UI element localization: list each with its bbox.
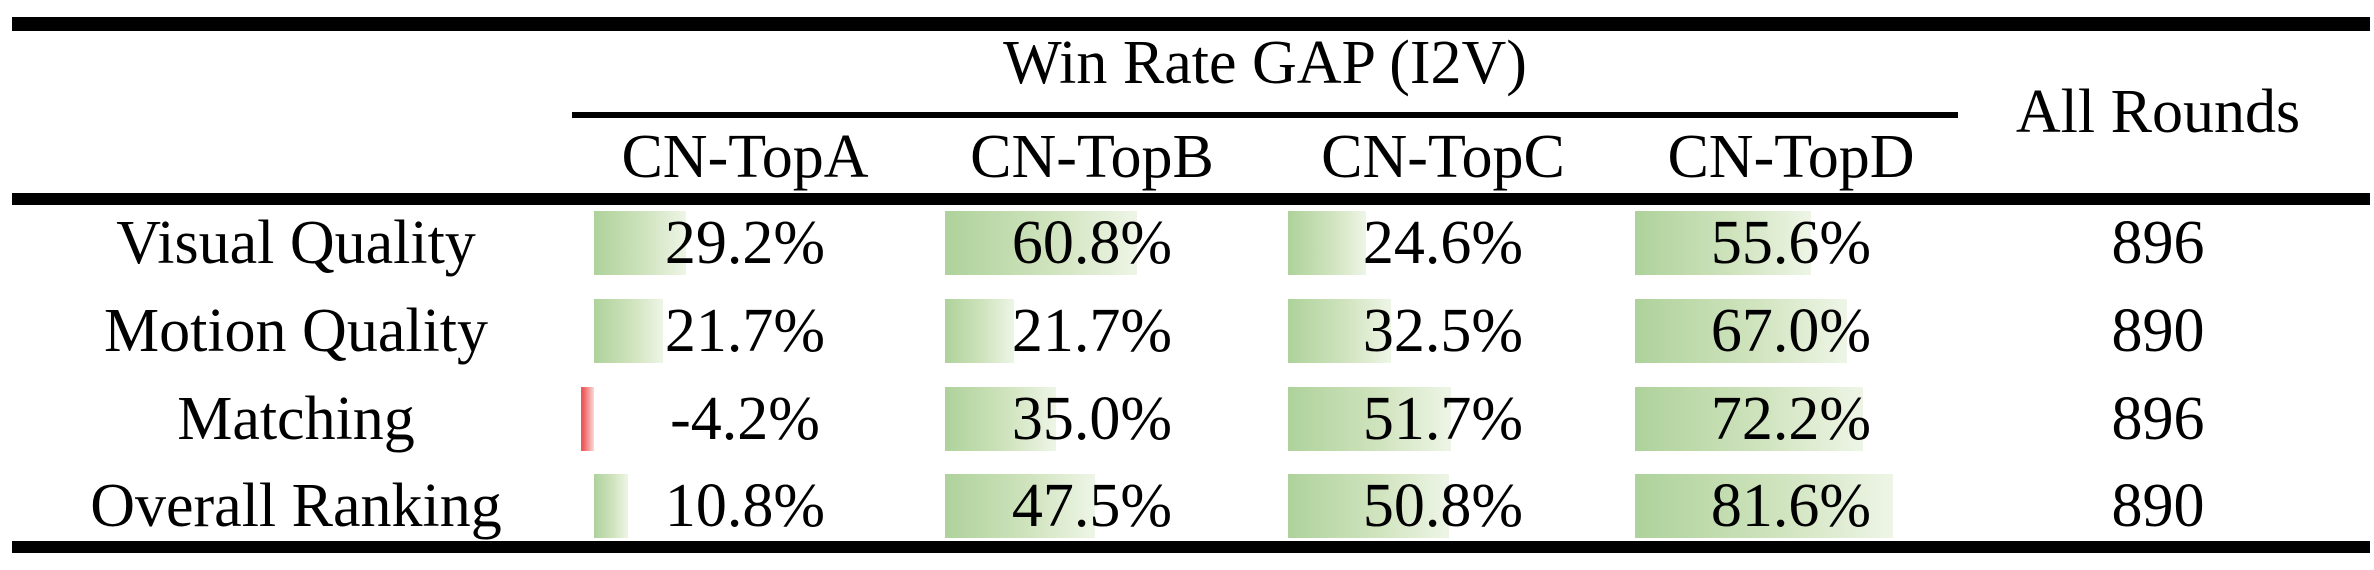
data-bar [1288,387,1452,451]
data-bar [1635,211,1811,275]
cell-value: 67.0% [1710,297,1872,365]
row-label: Visual Quality [116,209,476,277]
data-bar [1288,299,1391,363]
cell-value: 81.6% [1710,472,1872,540]
data-bar [594,299,663,363]
all-rounds-value: 890 [2111,472,2205,540]
row-label: Matching [177,385,415,453]
data-bar [580,387,594,451]
top-rule [12,17,2370,31]
data-bar [945,474,1096,538]
group-header: Win Rate GAP (I2V) [1003,29,1527,97]
cell-value: 47.5% [1011,472,1173,540]
row-label: Motion Quality [103,297,489,365]
cell-value: 24.6% [1362,209,1524,277]
column-header-cn-topb: CN-TopB [970,123,1214,191]
data-bar [1635,299,1847,363]
cell-value: 29.2% [664,209,826,277]
cell-value: 72.2% [1710,385,1872,453]
row-label: Overall Ranking [90,472,502,540]
data-bar [1288,211,1366,275]
group-header-midrule [572,112,1958,118]
all-rounds-value: 896 [2111,385,2205,453]
data-bar [945,211,1138,275]
bottom-rule [12,541,2370,553]
cell-value: 10.8% [664,472,826,540]
cell-value: 51.7% [1362,385,1524,453]
all-rounds-value: 896 [2111,209,2205,277]
data-bar [594,474,629,538]
data-bar [594,211,687,275]
column-header-cn-topa: CN-TopA [621,123,869,191]
cell-value: 21.7% [1011,297,1173,365]
cell-value: 60.8% [1011,209,1173,277]
data-bar [1635,474,1893,538]
cell-value: -4.2% [670,385,820,453]
header-separator-rule [12,193,2370,205]
cell-value: 32.5% [1362,297,1524,365]
column-header-cn-topd: CN-TopD [1667,123,1915,191]
data-bar [945,299,1014,363]
cell-value: 50.8% [1362,472,1524,540]
data-bar [1635,387,1864,451]
cell-value: 21.7% [664,297,826,365]
cell-value: 55.6% [1710,209,1872,277]
all-rounds-value: 890 [2111,297,2205,365]
data-bar [1288,474,1449,538]
cell-value: 35.0% [1011,385,1173,453]
all-rounds-header: All Rounds [2015,78,2301,146]
data-bar [945,387,1056,451]
column-header-cn-topc: CN-TopC [1321,123,1565,191]
